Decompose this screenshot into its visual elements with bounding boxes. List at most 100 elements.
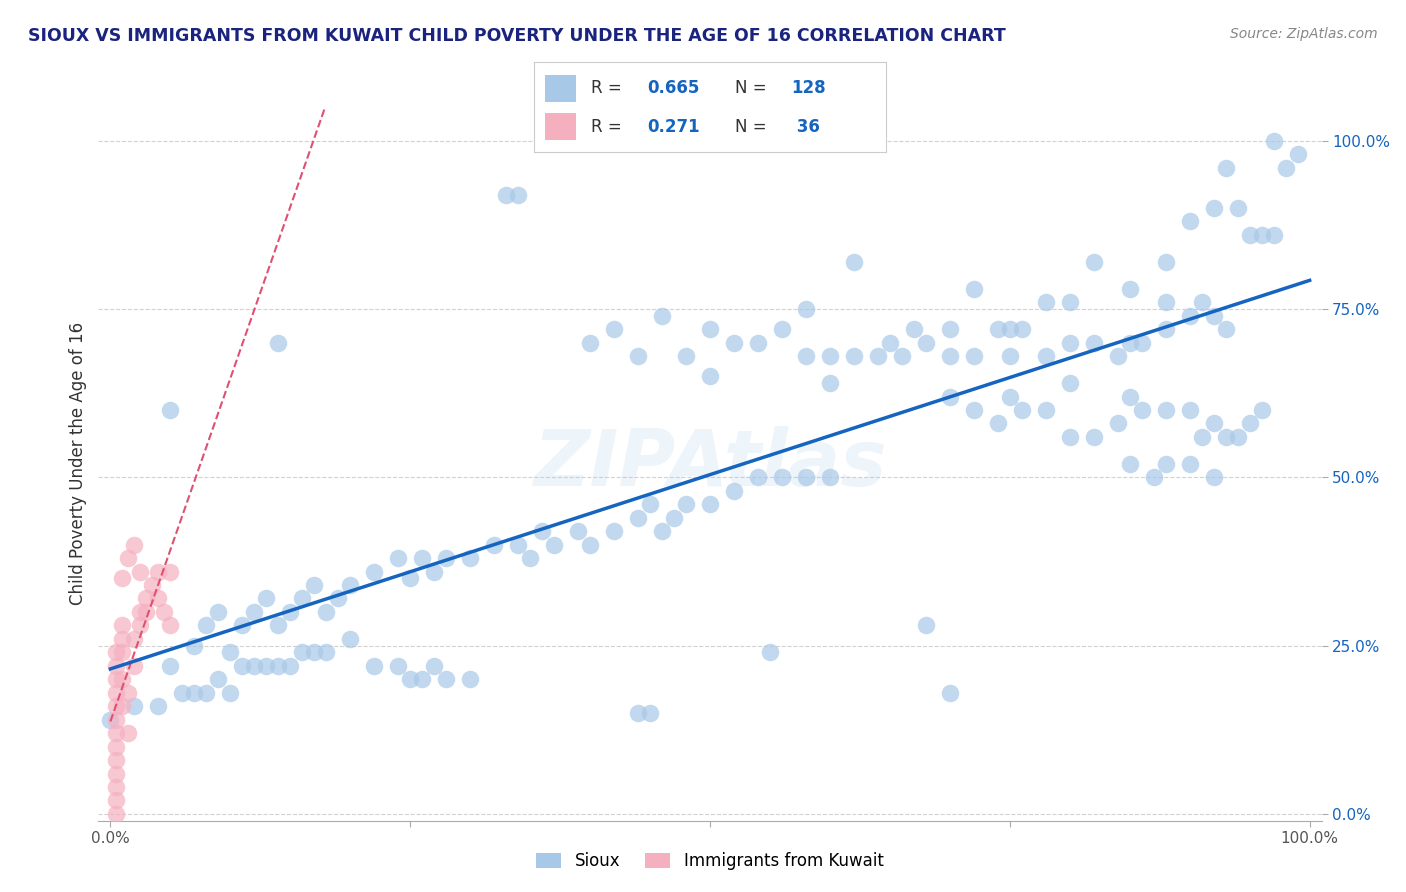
Point bbox=[963, 349, 986, 363]
Point bbox=[111, 618, 134, 632]
Point bbox=[508, 538, 530, 552]
Point bbox=[1154, 457, 1177, 471]
Point bbox=[172, 686, 194, 700]
Point bbox=[434, 673, 457, 687]
Point bbox=[818, 349, 841, 363]
Point bbox=[759, 645, 782, 659]
Point bbox=[794, 349, 817, 363]
Point bbox=[135, 591, 157, 606]
Point bbox=[675, 349, 697, 363]
Point bbox=[148, 699, 170, 714]
Text: 0.665: 0.665 bbox=[647, 79, 699, 97]
Text: Source: ZipAtlas.com: Source: ZipAtlas.com bbox=[1230, 27, 1378, 41]
Point bbox=[1130, 335, 1153, 350]
Point bbox=[111, 673, 134, 687]
Point bbox=[675, 497, 697, 511]
Point bbox=[1178, 457, 1201, 471]
Point bbox=[579, 335, 602, 350]
Point bbox=[603, 322, 626, 336]
Point bbox=[508, 187, 530, 202]
Point bbox=[1215, 161, 1237, 175]
Point bbox=[1154, 322, 1177, 336]
Point bbox=[794, 301, 817, 316]
Point bbox=[1263, 227, 1285, 242]
Point bbox=[148, 565, 170, 579]
Point bbox=[770, 322, 793, 336]
Point bbox=[842, 255, 865, 269]
Point bbox=[1083, 255, 1105, 269]
Point bbox=[124, 632, 146, 646]
Point bbox=[747, 335, 769, 350]
Point bbox=[117, 686, 139, 700]
Point bbox=[315, 645, 337, 659]
Point bbox=[495, 187, 517, 202]
Point bbox=[105, 699, 128, 714]
Point bbox=[278, 658, 301, 673]
Point bbox=[963, 403, 986, 417]
Point bbox=[124, 538, 146, 552]
Point bbox=[651, 524, 673, 538]
Point bbox=[879, 335, 901, 350]
Point bbox=[105, 726, 128, 740]
Point bbox=[434, 551, 457, 566]
Point bbox=[195, 686, 218, 700]
Point bbox=[105, 806, 128, 821]
Point bbox=[662, 510, 685, 524]
Point bbox=[1119, 457, 1142, 471]
Point bbox=[159, 658, 181, 673]
Point bbox=[387, 551, 409, 566]
Point bbox=[124, 658, 146, 673]
Point bbox=[1215, 430, 1237, 444]
Point bbox=[219, 645, 242, 659]
Point bbox=[105, 713, 128, 727]
Point bbox=[243, 605, 266, 619]
Point bbox=[243, 658, 266, 673]
Point bbox=[1215, 322, 1237, 336]
Point bbox=[543, 538, 565, 552]
Point bbox=[890, 349, 912, 363]
Point bbox=[363, 565, 385, 579]
Point bbox=[699, 497, 721, 511]
Text: 128: 128 bbox=[790, 79, 825, 97]
Point bbox=[699, 322, 721, 336]
Point bbox=[519, 551, 541, 566]
Point bbox=[129, 605, 152, 619]
Point bbox=[1083, 430, 1105, 444]
Point bbox=[699, 369, 721, 384]
Legend: Sioux, Immigrants from Kuwait: Sioux, Immigrants from Kuwait bbox=[530, 846, 890, 877]
Bar bbox=[544, 75, 576, 102]
Point bbox=[998, 390, 1021, 404]
Text: ZIPAtlas: ZIPAtlas bbox=[533, 425, 887, 502]
Point bbox=[315, 605, 337, 619]
Point bbox=[129, 618, 152, 632]
Point bbox=[105, 645, 128, 659]
Point bbox=[1011, 403, 1033, 417]
Point bbox=[267, 335, 290, 350]
Point bbox=[1191, 430, 1213, 444]
Point bbox=[987, 417, 1010, 431]
Point bbox=[1250, 227, 1272, 242]
Point bbox=[328, 591, 350, 606]
Point bbox=[111, 699, 134, 714]
Point bbox=[939, 390, 962, 404]
Point bbox=[111, 645, 134, 659]
Point bbox=[998, 349, 1021, 363]
Point bbox=[117, 726, 139, 740]
Text: 36: 36 bbox=[790, 118, 820, 136]
Point bbox=[747, 470, 769, 484]
Point bbox=[1274, 161, 1296, 175]
Point bbox=[207, 605, 229, 619]
Point bbox=[1239, 417, 1261, 431]
Point bbox=[1059, 376, 1081, 390]
Point bbox=[458, 673, 481, 687]
Point bbox=[423, 658, 446, 673]
Point bbox=[770, 470, 793, 484]
Point bbox=[339, 578, 361, 592]
Text: 0.271: 0.271 bbox=[647, 118, 699, 136]
Point bbox=[531, 524, 554, 538]
Point bbox=[129, 565, 152, 579]
Point bbox=[1178, 403, 1201, 417]
Point bbox=[1107, 417, 1129, 431]
Bar bbox=[544, 113, 576, 140]
Point bbox=[105, 673, 128, 687]
